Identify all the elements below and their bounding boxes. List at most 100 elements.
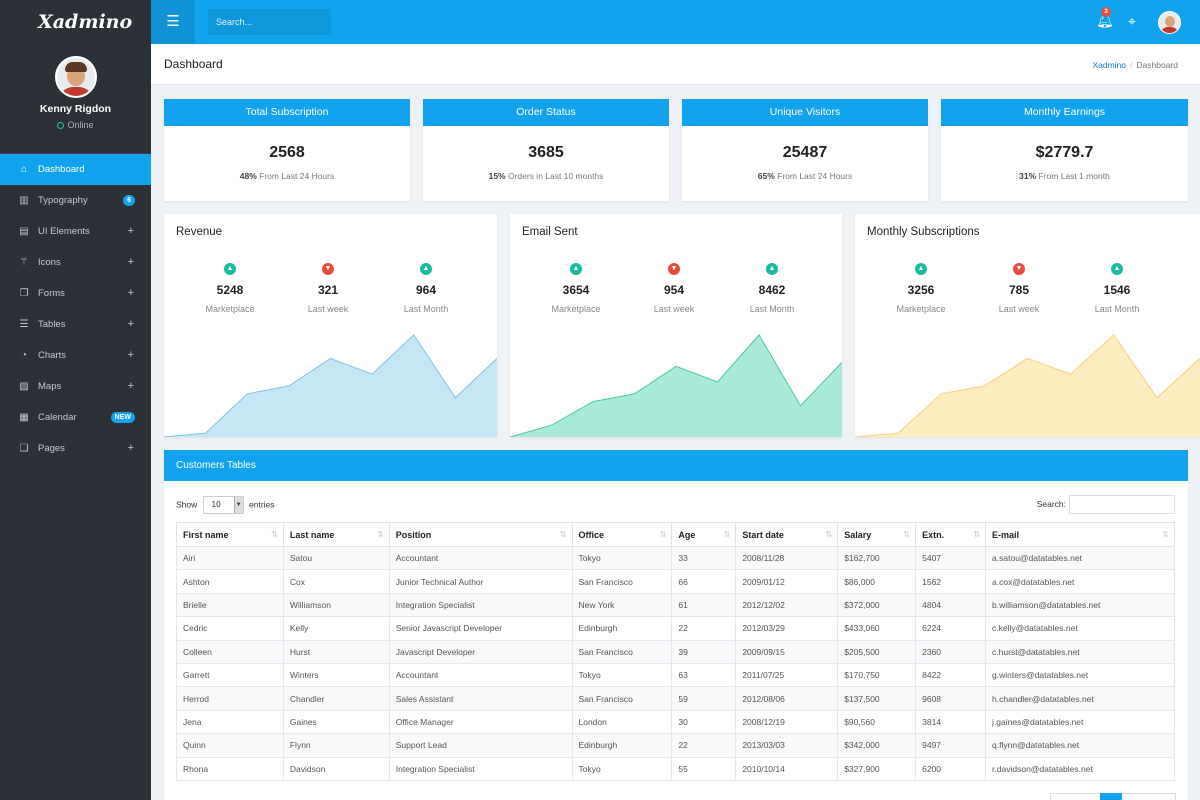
sidebar-item-charts[interactable]: ◔ Charts + [0,340,151,371]
sidebar-item-typography[interactable]: ▥ Typography 6 [0,185,151,216]
stat-value: $2779.7 [1035,144,1094,161]
stat-sub-label: Orders in Last 10 months [505,171,604,181]
table-cell: 22 [671,616,737,641]
column-header[interactable]: Salary ⇅ [837,522,917,547]
app-logo[interactable]: Xadmino [38,11,133,33]
sidebar-item-forms[interactable]: ❐ Forms + [0,278,151,309]
sidebar-badge: NEW [110,412,135,423]
sidebar-item-label: UI Elements [38,226,90,237]
table-row[interactable]: Ashton Cox Junior Technical Author San Fran… [176,569,1175,594]
table-search-input[interactable] [1069,495,1175,514]
column-header-label: Extn. [922,529,945,540]
table-cell: Garrett [176,662,284,688]
table-cell: 2009/09/15 [735,639,839,664]
table-cell: 2008/11/28 [735,545,839,571]
arrow-up-icon: ▲ [570,263,582,275]
column-header[interactable]: First name ⇅ [176,522,284,547]
stat-sub-label: From Last 24 Hours [256,171,335,181]
table-row[interactable]: Jena Gaines Office Manager London 30 2008/12/… [176,709,1175,735]
stat-value: 3685 [528,144,564,161]
table-cell: 2009/01/12 [735,569,839,594]
table-cell: $205,500 [837,639,917,664]
table-cell: Tokyo [571,545,673,571]
table-cell: Tokyo [571,756,673,781]
table-row[interactable]: Rhona Davidson Integration Specialist Tokyo… [176,756,1175,781]
table-cell: Sales Assistant [388,686,573,711]
table-row[interactable]: Garrett Winters Accountant Tokyo 63 2011/07/2… [176,662,1175,688]
arrow-up-icon: ▲ [915,263,927,275]
pagination-current-page[interactable] [1100,793,1122,800]
column-header[interactable]: Office ⇅ [571,522,673,547]
table-cell: Junior Technical Author [388,569,573,594]
calendar-icon: ▦ [19,412,29,423]
column-header[interactable]: Start date ⇅ [735,522,839,547]
sidebar-item-dashboard[interactable]: ⌂ Dashboard [0,154,151,185]
table-cell: 1562 [915,569,987,594]
column-header[interactable]: Extn. ⇅ [915,522,987,547]
arrow-down-icon: ▼ [1013,263,1025,275]
stat-card: Unique Visitors 25487 65% From Last 24 Hou… [682,99,928,201]
topbar: ☰ 🔔︎ 3 ⌖ [151,0,1200,44]
metric-label: Last Month [1094,304,1140,314]
stat-title: Total Subscription [164,99,410,126]
table-row[interactable]: Cedric Kelly Senior Javascript Developer Ed… [176,616,1175,641]
entries-value: 10 [211,500,221,509]
arrow-up-icon: ▲ [420,263,432,275]
breadcrumb: Xadmino / Dashboard [1092,60,1178,70]
sidebar-item-icons[interactable]: ⚚ Icons + [0,247,151,278]
table-row[interactable]: Herrod Chandler Sales Assistant San Francis… [176,686,1175,711]
table-row[interactable]: Quinn Flynn Support Lead Edinburgh 22 2013/03… [176,733,1175,758]
metric-label: Last week [307,304,349,314]
table-cell: 2012/03/29 [735,616,839,641]
table-cell: Brielle [176,592,284,618]
table-cell: $372,000 [837,592,917,618]
metric-value: 3256 [907,283,935,297]
chart-card: Revenue ▲ 5248 Marketplace ▼ 321 Last week ▲ 964… [164,214,497,437]
metric: ▲ 3654 Marketplace [536,259,616,314]
page-header: Dashboard Xadmino / Dashboard [151,44,1200,85]
table-cell: 30 [671,709,737,735]
sidebar-item-tables[interactable]: ☰ Tables + [0,309,151,340]
breadcrumb-home-link[interactable]: Xadmino [1092,60,1127,70]
plus-icon: + [127,225,134,237]
sidebar-item-ui-elements[interactable]: ▤ UI Elements + [0,216,151,247]
sidebar-item-calendar[interactable]: ▦ Calendar NEW [0,402,151,433]
table-row[interactable]: Brielle Williamson Integration Specialist N… [176,592,1175,618]
area-chart [164,334,497,437]
table-row[interactable]: Colleen Hurst Javascript Developer San Fran… [176,639,1175,664]
stat-percent: 31% [1019,171,1037,181]
sort-icon: ⇅ [1162,530,1169,539]
notifications-button[interactable]: 🔔︎ 3 [1096,7,1114,29]
sidebar: Xadmino Kenny Rigdon Online ⌂ Dashboard ▥ T… [0,0,151,800]
table-cell: Airi [176,545,284,571]
entries-select[interactable]: 10 ▼ [202,496,244,514]
stat-value: 25487 [782,144,828,161]
fullscreen-button[interactable]: ⌖ [1128,13,1136,30]
metric-value: 785 [1008,283,1030,297]
stat-card: Order Status 3685 15% Orders in Last 10 mo… [423,99,669,201]
column-header[interactable]: Age ⇅ [671,522,737,547]
avatar[interactable] [54,56,97,98]
table-cell: 2010/10/14 [735,756,839,781]
sort-icon: ⇅ [377,530,384,539]
table-cell: 55 [671,756,737,781]
sidebar-item-maps[interactable]: ▨ Maps + [0,371,151,402]
user-avatar-button[interactable] [1158,11,1181,34]
sidebar-badge: 6 [123,195,135,206]
list-icon: ☰ [19,319,29,330]
user-profile: Kenny Rigdon Online [0,56,151,154]
menu-toggle-button[interactable]: ☰ [151,0,195,44]
metric: ▲ 5248 Marketplace [190,259,270,314]
table-cell: 8422 [915,662,987,688]
column-header[interactable]: Position ⇅ [388,522,573,547]
column-header[interactable]: Last name ⇅ [282,522,390,547]
sidebar-item-label: Forms [38,288,65,299]
search-input[interactable] [208,9,331,35]
table-cell: Gaines [282,709,390,735]
table-row[interactable]: Airi Satou Accountant Tokyo 33 2008/11/28 $162… [176,545,1175,571]
column-header[interactable]: E-mail ⇅ [985,522,1175,547]
table-cell: $433,060 [837,616,917,641]
sidebar-item-pages[interactable]: ❏ Pages + [0,433,151,464]
series-line [164,334,497,437]
column-header-label: Position [395,529,432,540]
